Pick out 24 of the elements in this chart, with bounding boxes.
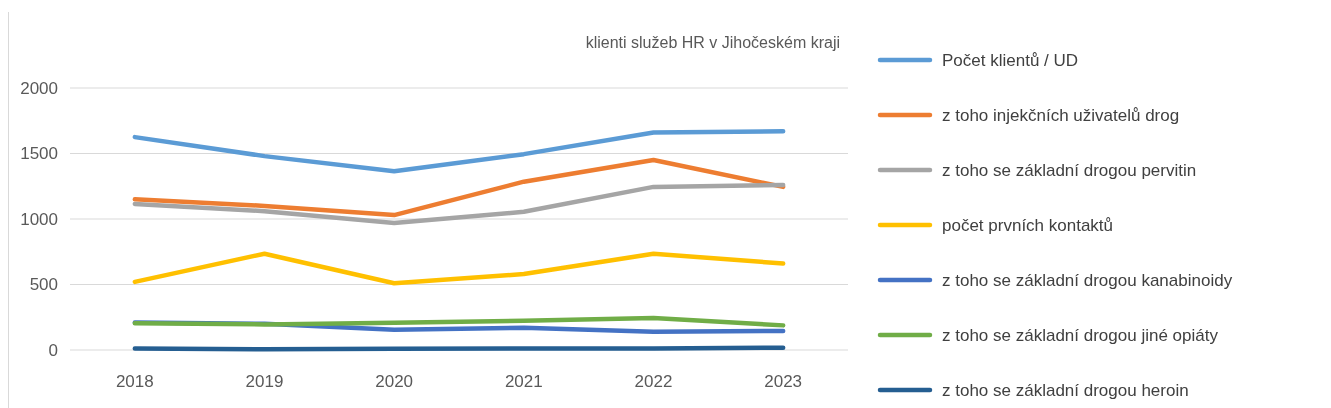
x-tick-label: 2019 (245, 372, 284, 391)
x-tick-label: 2021 (504, 372, 543, 391)
x-tick-label: 2018 (115, 372, 154, 391)
y-tick-label: 0 (48, 340, 58, 360)
legend-label: z toho se základní drogou heroin (942, 380, 1189, 400)
y-tick-label: 1500 (20, 144, 58, 164)
legend-label: Počet klientů / UD (942, 50, 1079, 70)
legend-label: počet prvních kontaktů (942, 215, 1114, 235)
y-tick-label: 500 (29, 275, 58, 295)
x-tick-label: 2023 (764, 372, 803, 391)
x-tick-label: 2020 (375, 372, 414, 391)
legend-label: z toho se základní drogou jiné opiáty (942, 325, 1219, 345)
legend-label: z toho se základní drogou pervitin (942, 160, 1197, 180)
line-series (132, 128, 786, 174)
line-series (132, 182, 786, 226)
line-series (132, 315, 786, 328)
y-tick-label: 2000 (20, 78, 58, 98)
line-series (132, 157, 786, 218)
legend-label: z toho injekčních uživatelů drog (942, 105, 1180, 125)
legend-label: z toho se základní drogou kanabinoidy (942, 270, 1233, 290)
y-tick-label: 1000 (20, 209, 58, 229)
x-tick-label: 2022 (634, 372, 673, 391)
line-series (132, 251, 786, 286)
chart-title: klienti služeb HR v Jihočeském kraji (585, 34, 840, 51)
